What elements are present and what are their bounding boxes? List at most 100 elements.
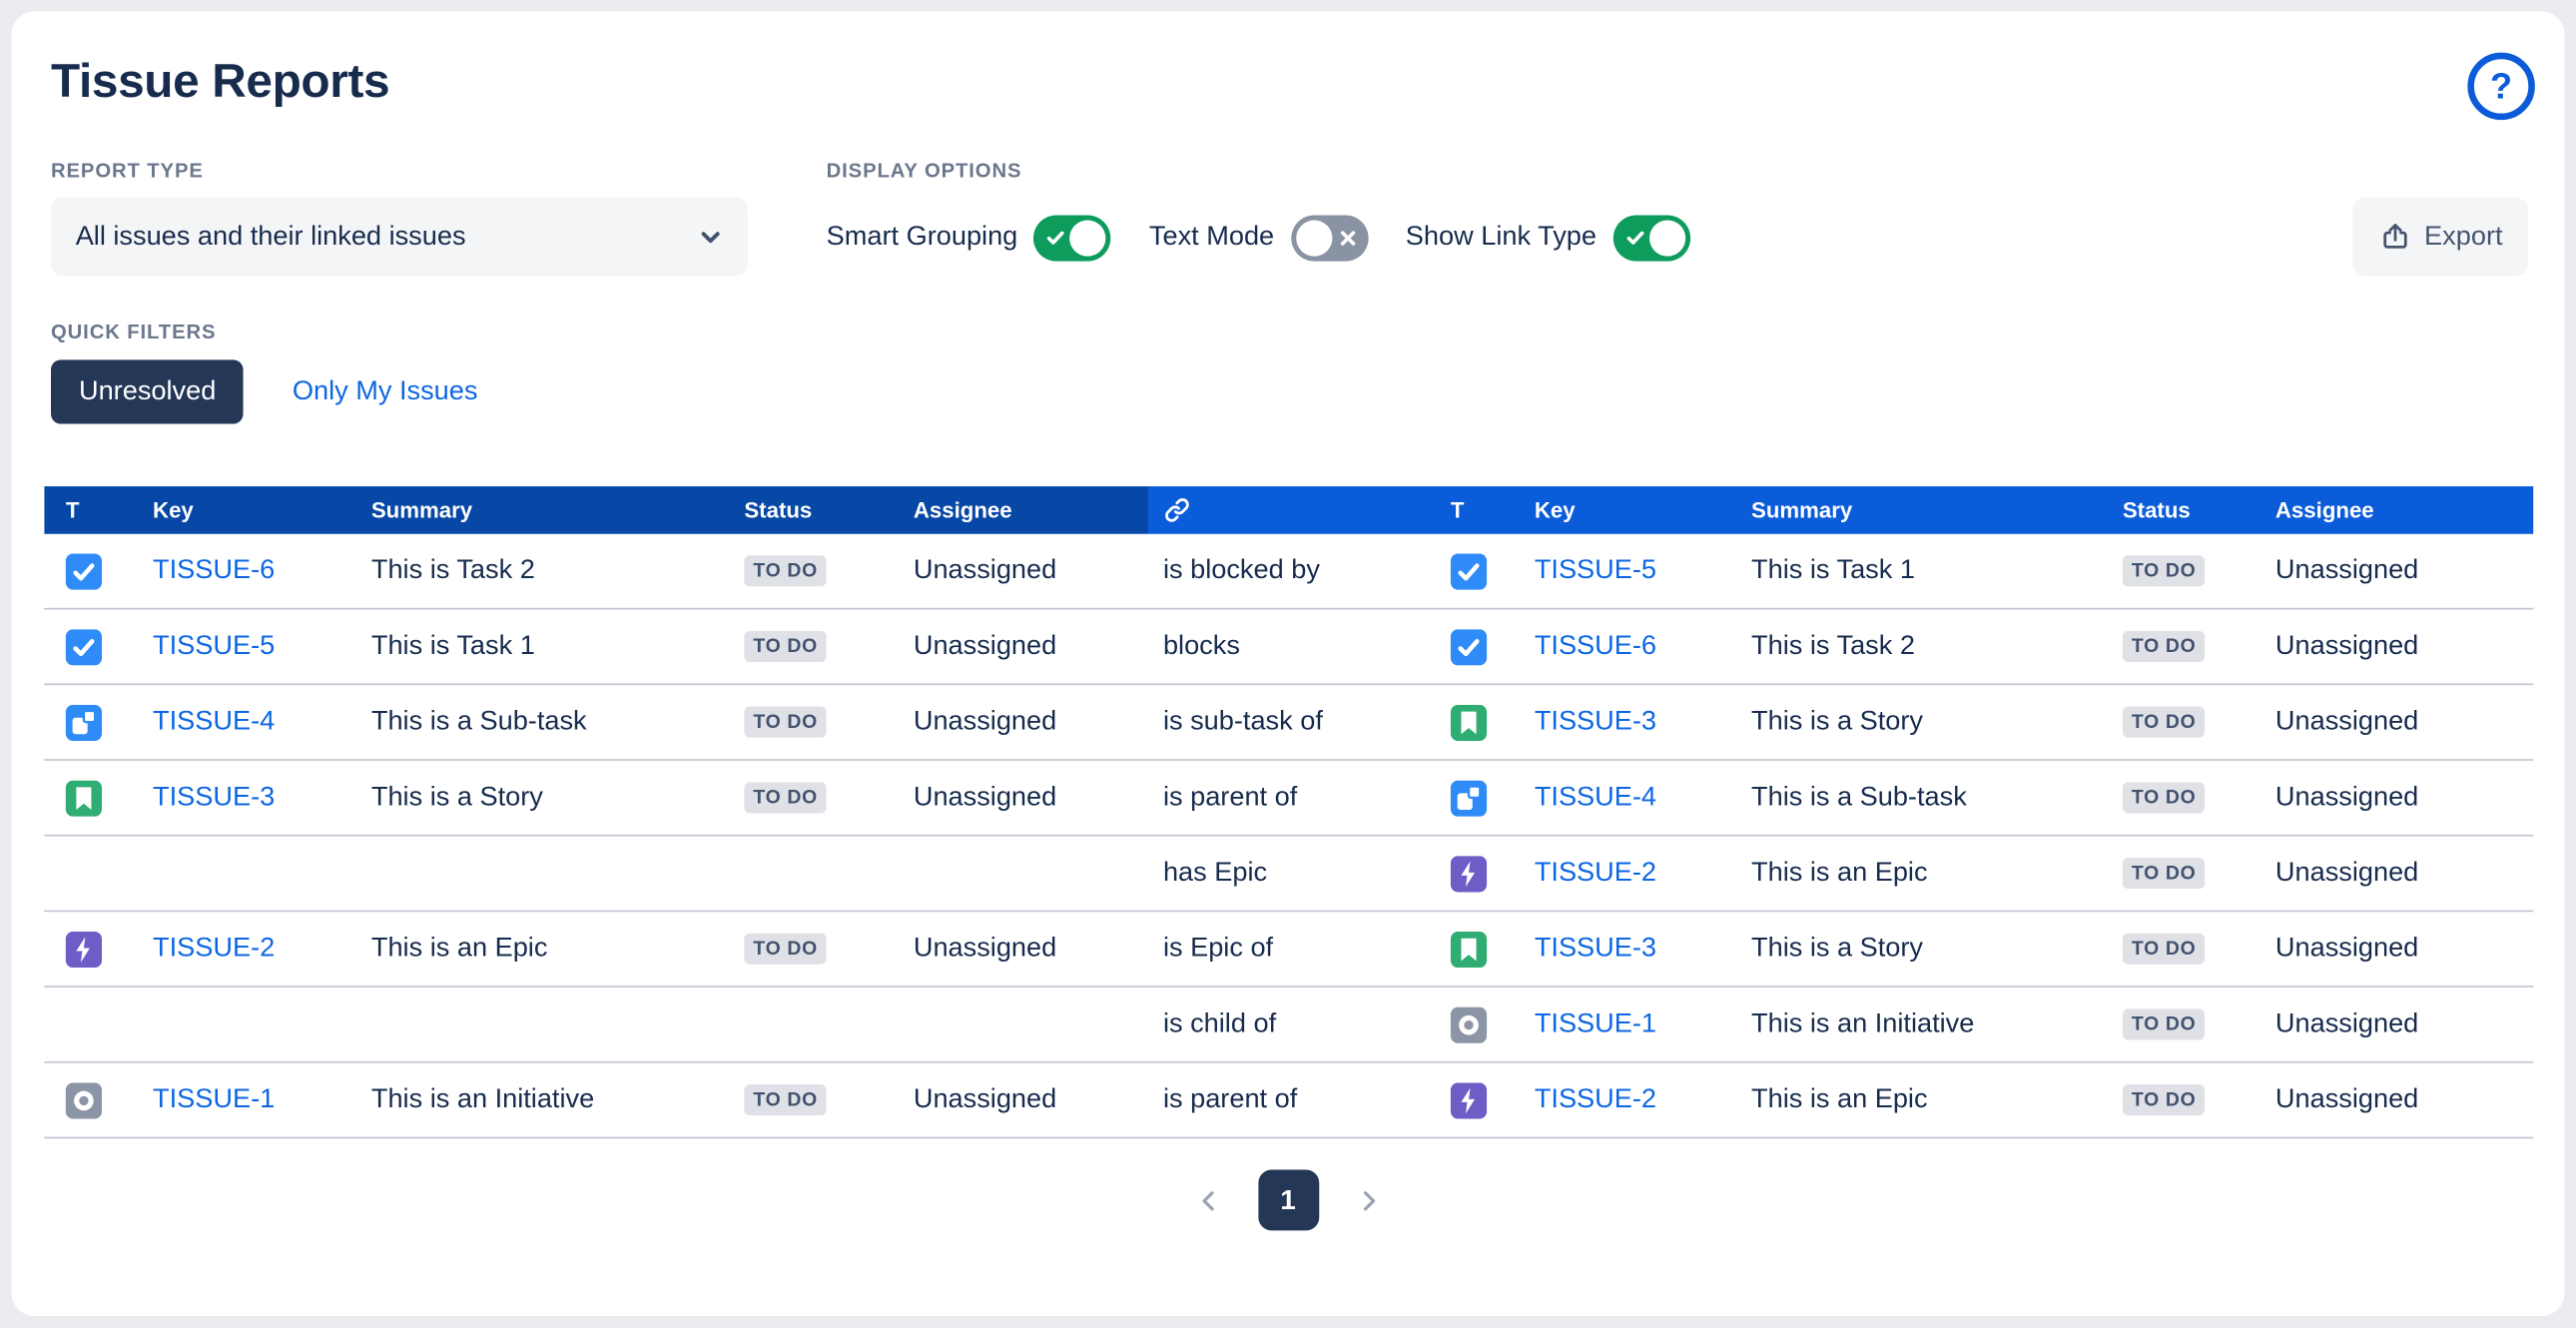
summary-text: This is an Epic [1751,857,1928,888]
status-cell: TO DO [736,782,914,814]
text-mode-toggle[interactable] [1290,214,1368,261]
next-page-button[interactable] [1353,1185,1383,1215]
issue-key-link[interactable]: TISSUE-2 [153,933,276,964]
assignee-cell: Unassigned [914,555,1148,586]
issue-key-link[interactable]: TISSUE-3 [1534,706,1657,737]
issue-type-cell [1439,628,1520,665]
chevron-down-icon [698,225,723,250]
show-link-type-toggle[interactable] [1612,214,1690,261]
issue-key-link[interactable]: TISSUE-1 [1534,1008,1657,1038]
display-options-toggles: Smart Grouping Text Mode Show Link Type [827,212,1690,263]
issue-key-link[interactable]: TISSUE-2 [1534,1083,1657,1114]
summary-cell: This is an Epic [1751,1084,2120,1115]
question-mark-icon: ? [2490,64,2513,107]
assignee-text: Unassigned [2274,706,2419,737]
report-type-select[interactable]: All issues and their linked issues [51,197,748,277]
table-row: has Epic TISSUE-2 This is an Epic TO DO Unas… [44,837,2534,913]
current-page-button[interactable]: 1 [1257,1169,1319,1231]
issue-key-link[interactable]: TISSUE-6 [153,555,276,585]
smart-grouping-toggle[interactable] [1033,214,1112,261]
link-type-cell: blocks [1148,631,1439,662]
link-icon [1148,496,1439,524]
issue-key-cell: TISSUE-4 [1520,782,1751,813]
show-link-type-label: Show Link Type [1405,222,1597,252]
link-type-text: is blocked by [1162,555,1320,585]
toggle-knob [1295,219,1332,256]
summary-cell: This is Task 2 [371,555,736,586]
epic-icon [1450,855,1488,892]
prev-page-button[interactable] [1193,1185,1223,1215]
assignee-cell: Unassigned [2275,631,2533,662]
summary-text: This is an Initiative [1751,1008,1975,1038]
cross-icon [1340,230,1355,246]
column-header-assignee-right: Assignee [2274,497,2374,523]
report-type-label: REPORT TYPE [51,159,204,183]
quick-filter-unresolved[interactable]: Unresolved [51,359,245,424]
summary-text: This is an Initiative [370,1083,595,1114]
assignee-text: Unassigned [2274,555,2419,585]
assignee-cell: Unassigned [2275,782,2533,813]
issue-type-cell [1439,1005,1520,1043]
summary-text: This is a Story [370,782,543,812]
issue-key-link[interactable]: TISSUE-6 [1534,630,1657,661]
issue-key-link[interactable]: TISSUE-4 [1534,782,1657,812]
page-title: Tissue Reports [51,55,390,109]
issue-key-cell: TISSUE-3 [1520,934,1751,965]
issue-key-link[interactable]: TISSUE-5 [153,630,276,661]
export-button[interactable]: Export [2352,197,2529,277]
subtask-icon [1450,779,1488,816]
issue-type-cell [44,628,153,665]
summary-cell: This is a Story [371,782,736,813]
show-link-type-toggle-group: Show Link Type [1405,214,1690,261]
issue-key-cell: TISSUE-1 [1520,1008,1751,1039]
status-badge: TO DO [2122,858,2206,889]
issue-key-cell: TISSUE-2 [1520,1084,1751,1115]
issue-key-cell: TISSUE-3 [1520,707,1751,738]
issue-key-link[interactable]: TISSUE-3 [1534,933,1657,964]
issue-type-cell [1439,779,1520,816]
help-button[interactable]: ? [2467,52,2535,121]
quick-filter-unresolved-label: Unresolved [78,375,217,406]
smart-grouping-toggle-group: Smart Grouping [827,214,1112,261]
assignee-text: Unassigned [913,782,1057,812]
assignee-text: Unassigned [913,706,1057,737]
task-icon [1450,552,1488,589]
issue-type-cell [44,704,153,741]
link-type-cell: is Epic of [1148,934,1439,965]
summary-cell: This is a Story [1751,707,2120,738]
issue-key-cell: TISSUE-3 [153,782,371,813]
issue-key-link[interactable]: TISSUE-1 [153,1083,276,1114]
issue-key-link[interactable]: TISSUE-5 [1534,555,1657,585]
summary-text: This is Task 2 [370,555,535,585]
issue-key-link[interactable]: TISSUE-4 [153,706,276,737]
status-cell: TO DO [736,706,914,738]
summary-cell: This is a Story [1751,934,2120,965]
task-icon [1450,628,1488,665]
link-type-cell: is blocked by [1148,555,1439,586]
issue-key-link[interactable]: TISSUE-3 [153,782,276,812]
linked-issues-table: T Key Summary Status Assignee T Key Summ… [44,486,2534,1139]
issue-key-link[interactable]: TISSUE-2 [1534,857,1657,888]
assignee-cell: Unassigned [914,707,1148,738]
link-type-text: is parent of [1162,782,1298,812]
quick-filter-only-my-issues[interactable]: Only My Issues [293,359,478,423]
summary-cell: This is an Epic [371,934,736,965]
issue-key-cell: TISSUE-6 [1520,631,1751,662]
issue-key-cell: TISSUE-4 [153,707,371,738]
issue-key-cell: TISSUE-1 [153,1084,371,1115]
status-badge: TO DO [2122,933,2206,965]
column-header-key-right: Key [1534,497,1576,523]
column-header-key-left: Key [153,497,194,523]
status-cell: TO DO [736,933,914,965]
toggle-knob [1648,219,1685,256]
summary-text: This is a Story [1751,706,1924,737]
assignee-cell: Unassigned [2275,934,2533,965]
status-badge: TO DO [744,706,827,738]
assignee-text: Unassigned [913,933,1057,964]
assignee-cell: Unassigned [2275,555,2533,586]
assignee-text: Unassigned [913,1083,1057,1114]
status-cell: TO DO [2120,933,2275,965]
status-cell: TO DO [2120,782,2275,814]
status-badge: TO DO [2122,706,2206,738]
